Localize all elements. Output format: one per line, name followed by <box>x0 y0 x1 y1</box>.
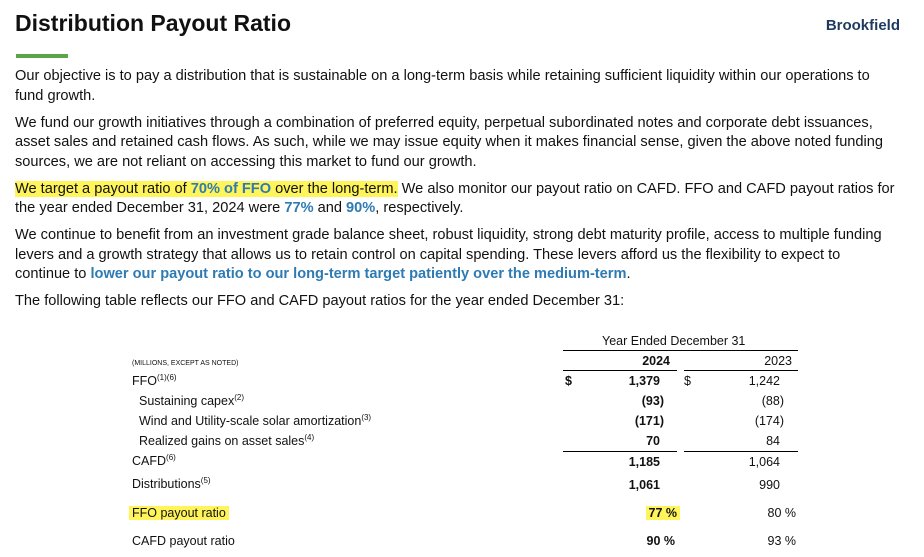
column-rule-2024 <box>563 370 677 371</box>
value-amortization-2023: (174) <box>754 414 784 428</box>
value-ffo-payout-ratio-2023: 80 % <box>767 506 797 520</box>
period-header-rule <box>563 350 798 351</box>
page-title: Distribution Payout Ratio <box>15 10 291 36</box>
period-header: Year Ended December 31 <box>602 334 746 348</box>
row-label-cafd: CAFD(6) <box>132 452 176 468</box>
value-sustaining-capex-2023: (88) <box>761 394 784 408</box>
value-ffo-2024: 1,379 <box>628 374 660 388</box>
value-sustaining-capex-2024: (93) <box>641 394 664 408</box>
value-realized-gains-2024: 70 <box>646 434 660 448</box>
paragraph-table-intro: The following table reflects our FFO and… <box>15 293 625 309</box>
column-header-2024: 2024 <box>642 354 670 368</box>
levers-end: . <box>626 266 631 282</box>
row-label-amortization: Wind and Utility-scale solar amortizatio… <box>139 412 372 428</box>
levers-text: We continue to benefit from an investmen… <box>15 227 882 282</box>
target-ratio-highlight: 70% of FFO <box>190 180 272 197</box>
value-cafd-2024: 1,185 <box>628 455 660 469</box>
paragraph-objective: Our objective is to pay a distribution t… <box>15 68 870 104</box>
currency-2024: $ <box>565 374 572 388</box>
row-label-cafd-payout-ratio: CAFD payout ratio <box>132 534 235 548</box>
subtotal-rule-2023 <box>684 451 798 452</box>
target-text-and: and <box>313 200 347 216</box>
column-rule-2023 <box>684 370 798 371</box>
value-distributions-2023: 990 <box>759 478 780 492</box>
value-ffo-2023: 1,242 <box>748 374 780 388</box>
value-realized-gains-2023: 84 <box>766 434 780 448</box>
cafd-ratio-value: 90% <box>346 200 376 216</box>
paragraph-target: We target a payout ratio of 70% of FFO o… <box>15 180 895 219</box>
row-label-ffo-payout-ratio: FFO payout ratio <box>129 506 229 520</box>
row-label-distributions: Distributions(5) <box>132 475 211 491</box>
value-cafd-payout-ratio-2023: 93 % <box>767 534 797 548</box>
title-underline <box>16 54 68 58</box>
value-cafd-2023: 1,064 <box>748 455 780 469</box>
body-text: Our objective is to pay a distribution t… <box>15 67 895 319</box>
value-ffo-payout-ratio-2024: 77 % <box>600 506 680 520</box>
levers-emphasis: lower our payout ratio to our long-term … <box>90 266 627 282</box>
row-label-ffo: FFO(1)(6) <box>132 372 177 388</box>
target-text-highlight: We target a payout ratio of <box>15 180 191 197</box>
target-text-end: , respectively. <box>375 200 464 216</box>
paragraph-levers: We continue to benefit from an investmen… <box>15 226 895 285</box>
row-label-realized-gains: Realized gains on asset sales(4) <box>139 432 315 448</box>
paragraph-funding: We fund our growth initiatives through a… <box>15 114 884 170</box>
row-label-sustaining-capex: Sustaining capex(2) <box>139 392 244 408</box>
brand-logo: Brookfield <box>825 17 900 34</box>
currency-2023: $ <box>684 374 691 388</box>
units-note: (MILLIONS, EXCEPT AS NOTED) <box>132 360 239 367</box>
column-header-2023: 2023 <box>764 354 792 368</box>
target-horizon-highlight: over the long-term. <box>271 180 398 197</box>
subtotal-rule-2024 <box>563 451 677 452</box>
target-text-rest: We also monitor our payout ratio on CAFD… <box>15 180 895 217</box>
value-cafd-payout-ratio-2024: 90 % <box>646 534 676 548</box>
ffo-ratio-value: 77% <box>284 200 314 216</box>
value-distributions-2024: 1,061 <box>628 478 660 492</box>
value-amortization-2024: (171) <box>634 414 664 428</box>
